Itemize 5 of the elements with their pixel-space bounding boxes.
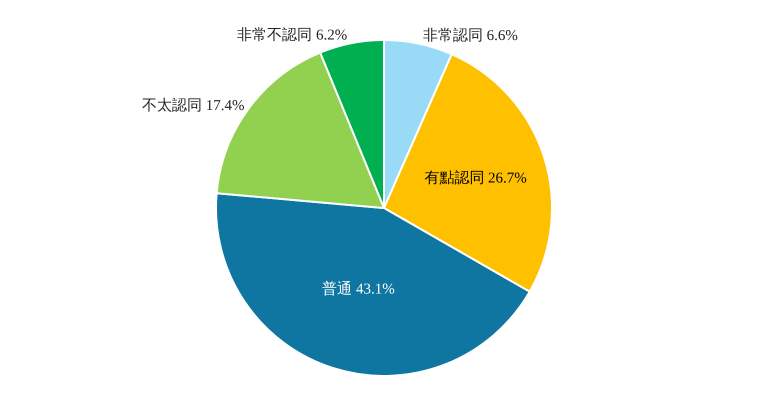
slice-label: 非常認同 6.6% <box>422 26 518 44</box>
slice-label: 非常不認同 6.2% <box>237 26 348 44</box>
slice-label: 有點認同 26.7% <box>424 169 527 186</box>
slice-label: 不太認同 17.4% <box>142 96 244 114</box>
slice-label: 普通 43.1% <box>322 280 395 298</box>
